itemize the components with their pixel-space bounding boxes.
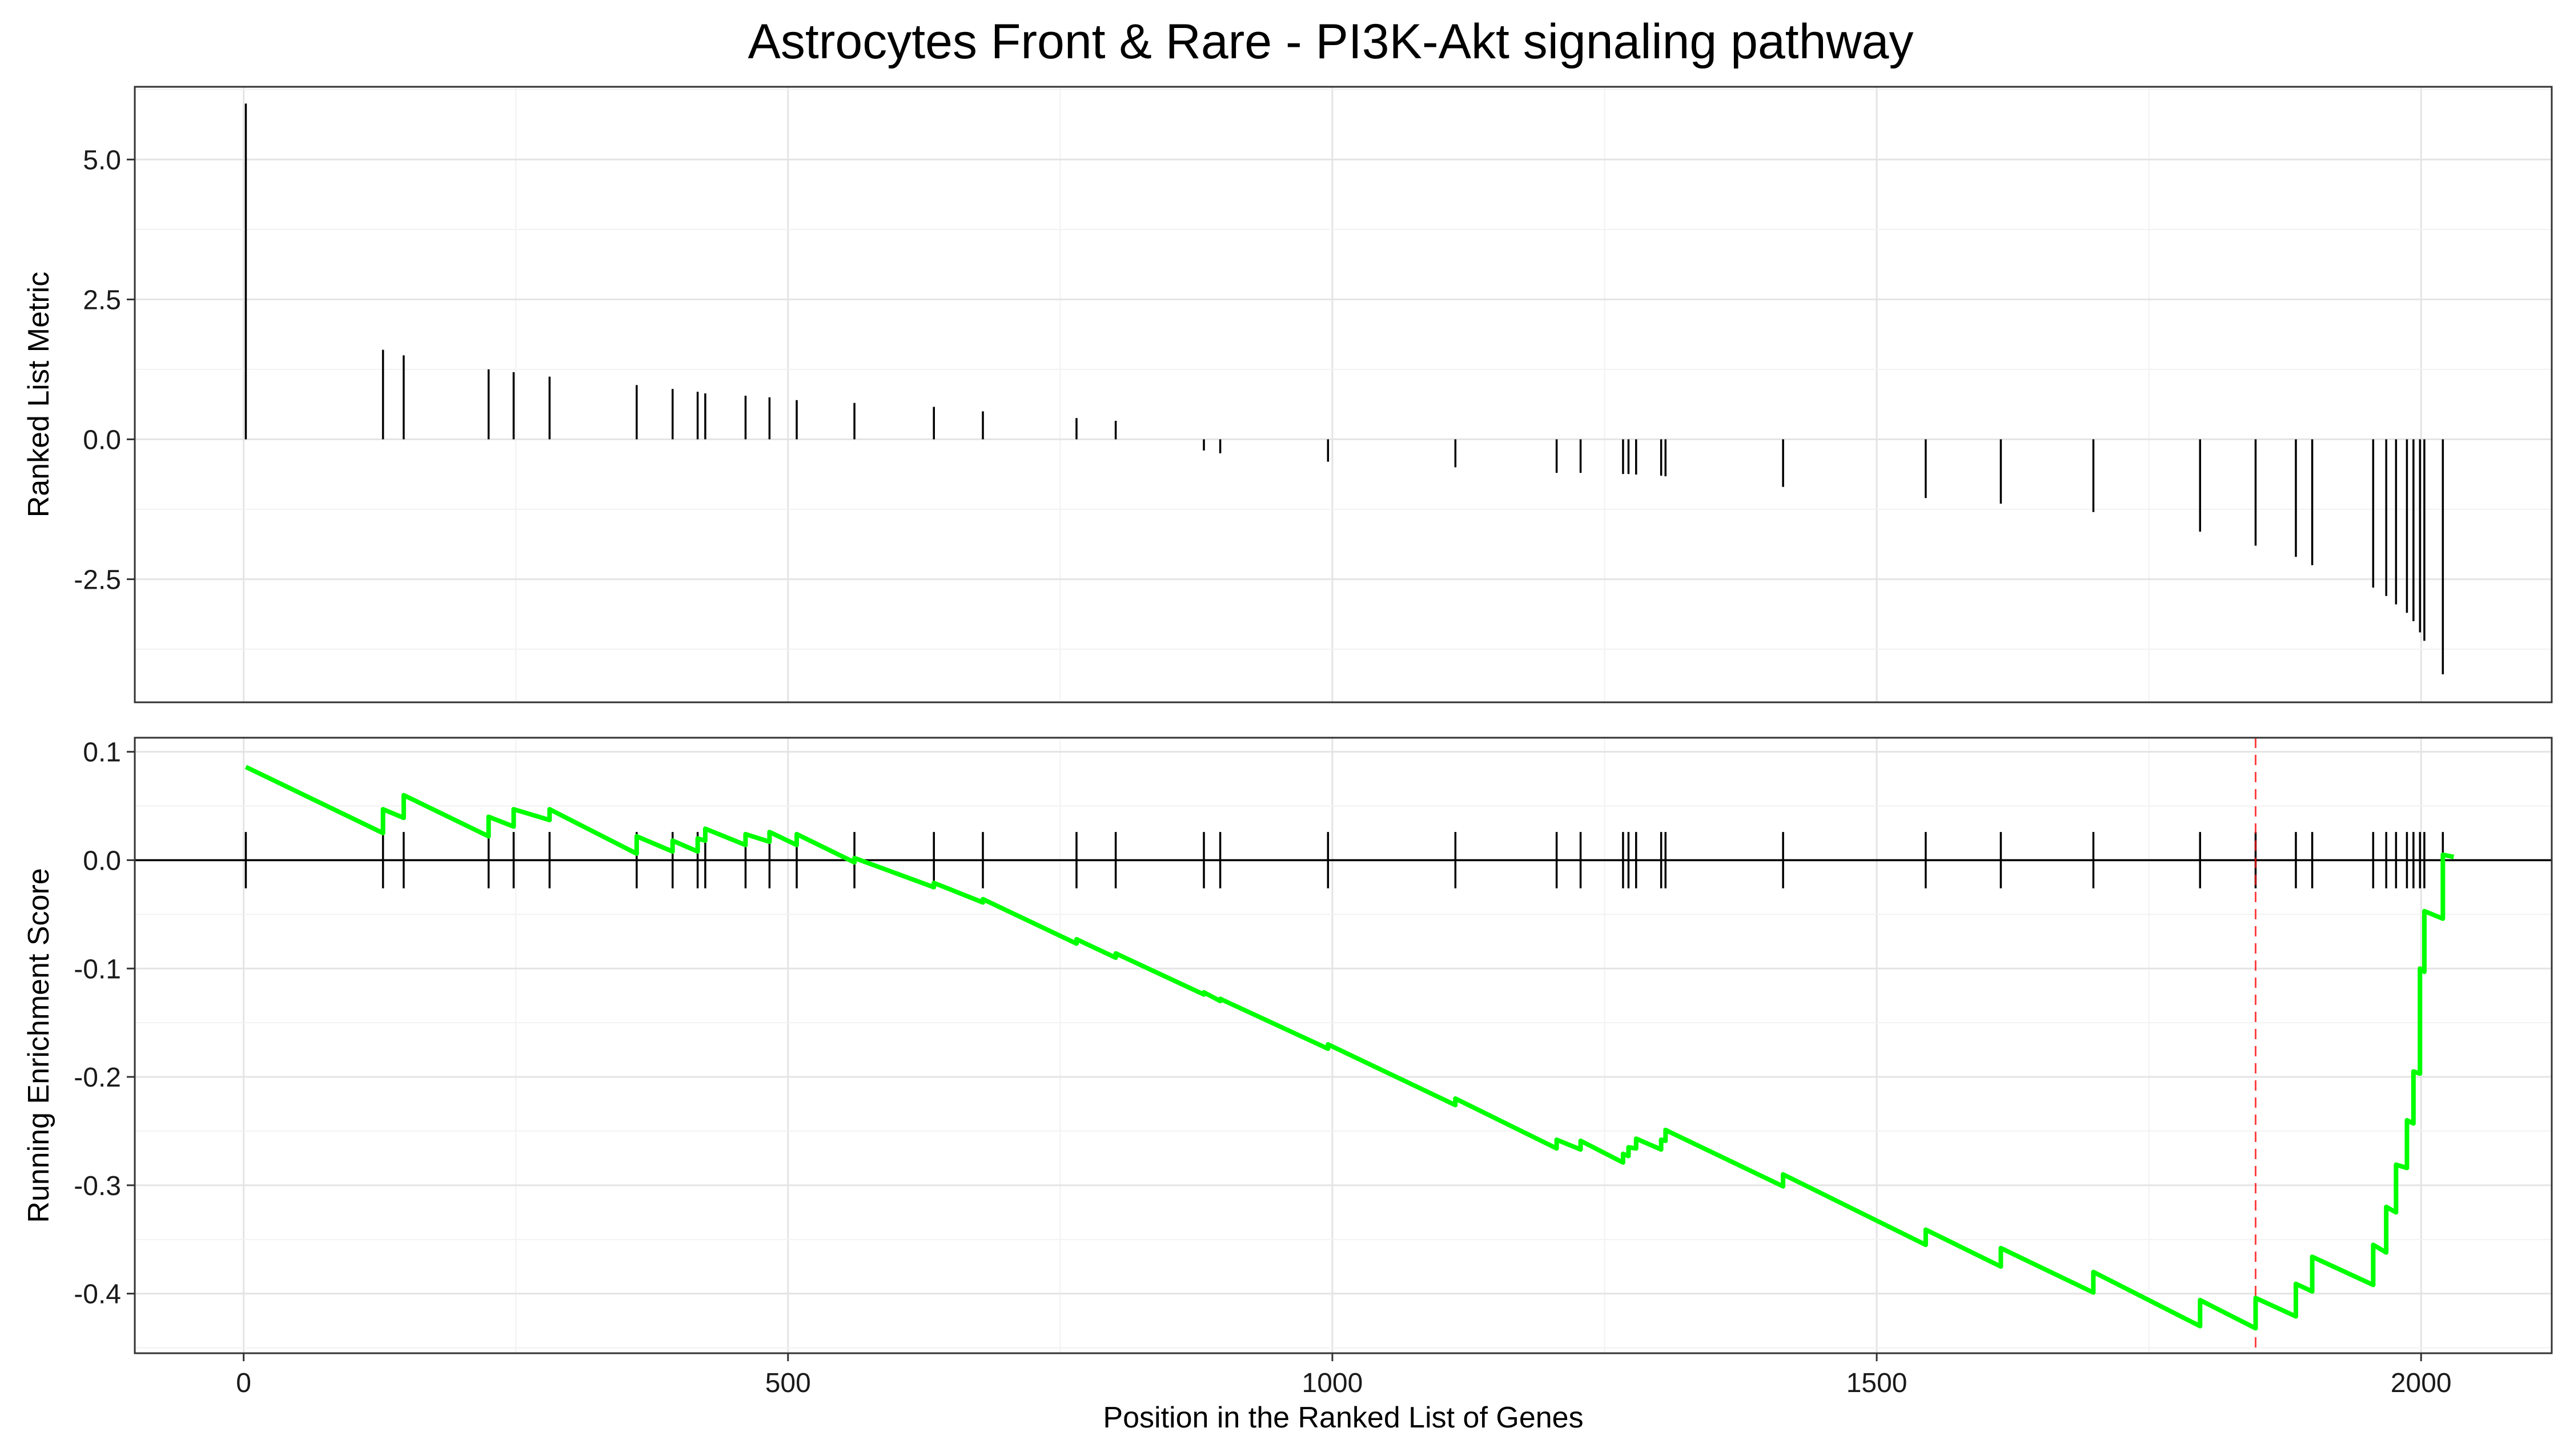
ranked-metric-plot-background (135, 87, 2552, 702)
ranked-metric-y-axis-title: Ranked List Metric (22, 272, 55, 518)
ranked-metric-y-ticks: 5.0 2.5 0.0 -2.5 (74, 145, 135, 595)
running-enrichment-panel-border (134, 737, 2553, 1354)
running-enrichment-y-ticks: 0.1 0.0 -0.1 -0.2 -0.3 -0.4 (74, 738, 135, 1310)
ranked-metric-panel: 5.0 2.5 0.0 -2.5 Ranked List Metric (22, 86, 2553, 703)
x-tick-label: 1000 (1302, 1368, 1363, 1398)
chart-title: Astrocytes Front & Rare - PI3K-Akt signa… (748, 14, 1914, 69)
ranked-metric-y-tick-label: 5.0 (83, 145, 121, 175)
running-enrichment-score-line (244, 765, 2455, 1331)
x-axis-title: Position in the Ranked List of Genes (1103, 1401, 1583, 1434)
running-enrichment-y-tick-label: -0.4 (74, 1280, 121, 1310)
ranked-metric-y-tick-label: -2.5 (74, 565, 121, 595)
gene-hit-ticks (244, 832, 2444, 888)
ranked-metric-y-tick-label: 0.0 (83, 425, 121, 455)
x-tick-label: 2000 (2391, 1368, 2452, 1398)
x-tick-label: 500 (765, 1368, 811, 1398)
x-axis-ticks: 0 500 1000 1500 2000 (236, 1353, 2452, 1398)
running-enrichment-y-tick-label: 0.1 (83, 738, 121, 768)
running-enrichment-y-tick-label: -0.2 (74, 1063, 121, 1093)
running-enrichment-y-axis-title: Running Enrichment Score (22, 868, 55, 1222)
running-enrichment-plot-background (135, 738, 2552, 1353)
ranked-metric-grid (135, 87, 2552, 702)
ranked-metric-bars (244, 103, 2444, 674)
x-tick-label: 1500 (1846, 1368, 1908, 1398)
running-enrichment-y-tick-label: -0.1 (74, 954, 121, 984)
ranked-metric-panel-border (134, 86, 2553, 703)
running-enrichment-y-tick-label: -0.3 (74, 1171, 121, 1201)
x-tick-label: 0 (236, 1368, 251, 1398)
ranked-metric-y-tick-label: 2.5 (83, 285, 121, 315)
running-enrichment-y-tick-label: 0.0 (83, 846, 121, 876)
running-enrichment-panel: 0.10.0-0.1-0.2-0.3-0.4 0 500 1000 1500 2000 … (22, 737, 2553, 1434)
